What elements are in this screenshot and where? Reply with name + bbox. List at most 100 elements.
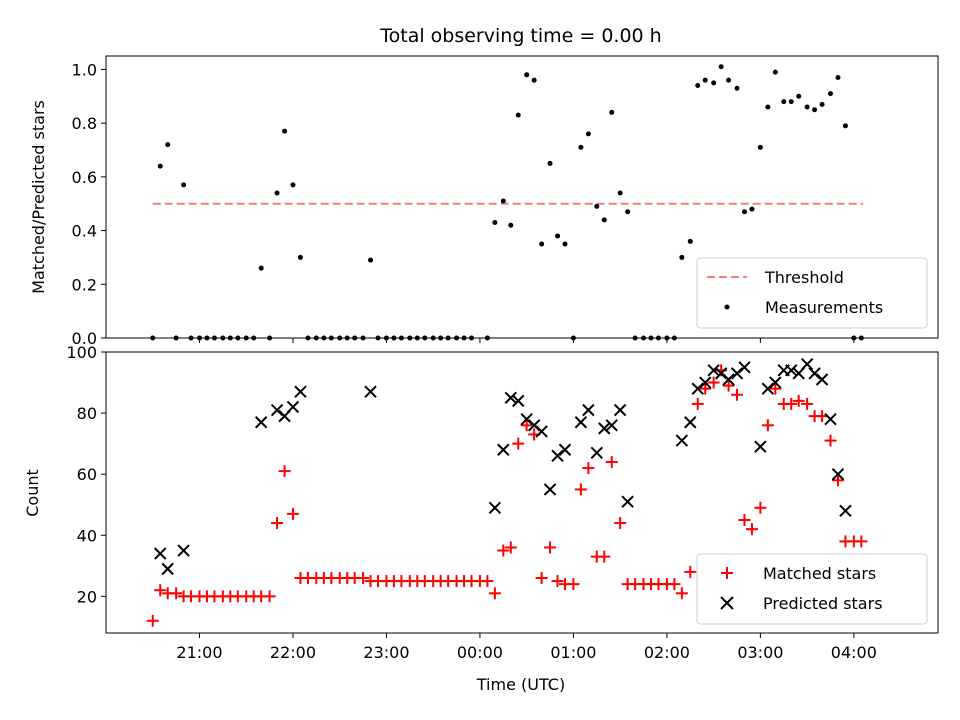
measurement-point	[617, 190, 623, 196]
measurement-point	[835, 74, 841, 80]
matched-star-point	[684, 565, 697, 578]
matched-star-point	[605, 455, 618, 468]
matched-star-point	[754, 501, 767, 514]
count-y-tick-label: 20	[77, 587, 97, 606]
measurement-point	[274, 190, 280, 196]
count-y-tick-label: 60	[77, 465, 97, 484]
matched-star-point	[668, 578, 681, 591]
measurement-point	[842, 123, 848, 129]
measurement-point	[492, 220, 498, 226]
measurement-point	[687, 238, 693, 244]
count-x-tick-label: 22:00	[270, 643, 316, 662]
measurement-point	[258, 265, 264, 271]
predicted-star-point	[621, 495, 634, 508]
measurement-point	[609, 109, 615, 115]
measurement-point	[796, 93, 802, 99]
measurement-point	[585, 131, 591, 137]
measurement-point	[819, 101, 825, 107]
count-x-tick-label: 23:00	[363, 643, 409, 662]
predicted-star-point	[535, 425, 548, 438]
measurement-point	[679, 254, 685, 260]
matched-star-point	[263, 590, 276, 603]
measurement-point	[711, 80, 717, 86]
count-y-tick-label: 40	[77, 526, 97, 545]
matched-star-point	[801, 397, 814, 410]
ratio-y-tick-label: 0.8	[72, 114, 97, 133]
predicted-star-point	[497, 443, 510, 456]
matched-star-point	[598, 550, 611, 563]
count-x-tick-label: 21:00	[176, 643, 222, 662]
measurement-point	[508, 222, 514, 228]
measurement-point	[749, 206, 755, 212]
measurement-point	[500, 198, 506, 204]
measurement-point	[812, 107, 818, 113]
matched-star-point	[745, 523, 758, 536]
matched-star-point	[722, 379, 735, 392]
ratio-y-tick-label: 0.0	[72, 329, 97, 348]
predicted-stars-legend-swatch	[720, 596, 734, 610]
ratio-y-tick-label: 0.2	[72, 275, 97, 294]
predicted-star-point	[504, 391, 517, 405]
predicted-star-point	[800, 358, 814, 371]
ratio-y-tick-label: 0.4	[72, 222, 97, 241]
measurement-point	[539, 241, 545, 247]
matched-star-point	[574, 483, 587, 496]
predicted-star-point	[675, 434, 689, 447]
count-x-tick-label: 00:00	[457, 643, 503, 662]
matched-star-point	[512, 437, 525, 450]
matched-star-point	[504, 541, 517, 554]
measurement-point	[625, 209, 631, 215]
count-y-tick-label: 80	[77, 404, 97, 423]
predicted-star-point	[574, 416, 588, 429]
ratio-legend-box	[696, 257, 928, 329]
matched-star-point	[544, 541, 557, 554]
measurement-point	[827, 91, 833, 97]
predicted-star-points	[154, 358, 852, 576]
matched-star-point	[278, 465, 291, 478]
chart-title: Total observing time = 0.00 h	[379, 25, 661, 47]
matched-star-point	[286, 507, 299, 520]
matched-star-point	[614, 517, 627, 530]
matched-star-point	[675, 587, 688, 600]
predicted-star-point	[286, 400, 300, 414]
matched-star-point	[855, 535, 868, 548]
ratio-panel: 0.0 0.2 0.4 0.6 0.8 1.0 Matched/Predicted sta…	[29, 55, 939, 348]
predicted-stars-legend-label: Predicted stars	[763, 594, 883, 613]
predicted-star-point	[815, 373, 829, 386]
predicted-star-point	[558, 443, 572, 456]
matched-star-point	[582, 462, 595, 475]
predicted-star-point	[839, 504, 852, 518]
measurement-point	[804, 104, 810, 110]
count-y-axis-label: Count	[23, 469, 42, 517]
matched-star-point	[785, 397, 798, 410]
measurement-point	[157, 163, 163, 169]
predicted-star-point	[769, 376, 782, 389]
matched-star-point	[497, 544, 510, 557]
predicted-star-point	[785, 364, 798, 377]
count-y-tick-label: 100	[66, 343, 97, 362]
matched-star-point	[699, 382, 712, 395]
count-legend-box	[696, 553, 928, 625]
measurement-point	[282, 128, 288, 134]
predicted-star-point	[488, 501, 502, 514]
predicted-star-point	[598, 422, 611, 435]
predicted-star-point	[613, 403, 627, 417]
matched-stars-legend-label: Matched stars	[763, 564, 876, 583]
predicted-star-point	[543, 483, 557, 496]
matched-star-point	[520, 419, 533, 432]
matched-star-point	[170, 587, 183, 600]
measurement-point	[788, 99, 794, 105]
matched-star-point	[481, 575, 494, 588]
measurement-point	[555, 233, 561, 239]
matched-star-points	[146, 364, 868, 627]
count-panel: 20 40 60 80 100 21:00 22:00 23:00 00:00 01:00 02:0…	[23, 343, 939, 694]
measurement-point	[181, 182, 187, 188]
measurement-point	[368, 257, 374, 263]
predicted-star-point	[512, 394, 525, 408]
count-x-tick-label: 03:00	[737, 643, 783, 662]
measurement-point	[297, 254, 303, 260]
measurement-point	[702, 77, 708, 83]
matched-star-point	[769, 382, 782, 395]
matched-star-point	[761, 419, 774, 432]
measurement-point	[765, 104, 771, 110]
